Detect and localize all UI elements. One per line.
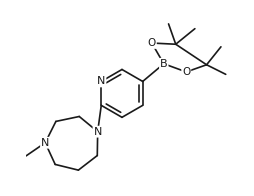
- Text: N: N: [93, 127, 101, 137]
- Text: N: N: [97, 76, 105, 86]
- Text: N: N: [41, 138, 49, 148]
- Text: B: B: [159, 59, 167, 69]
- Text: O: O: [181, 67, 190, 77]
- Text: O: O: [147, 38, 155, 48]
